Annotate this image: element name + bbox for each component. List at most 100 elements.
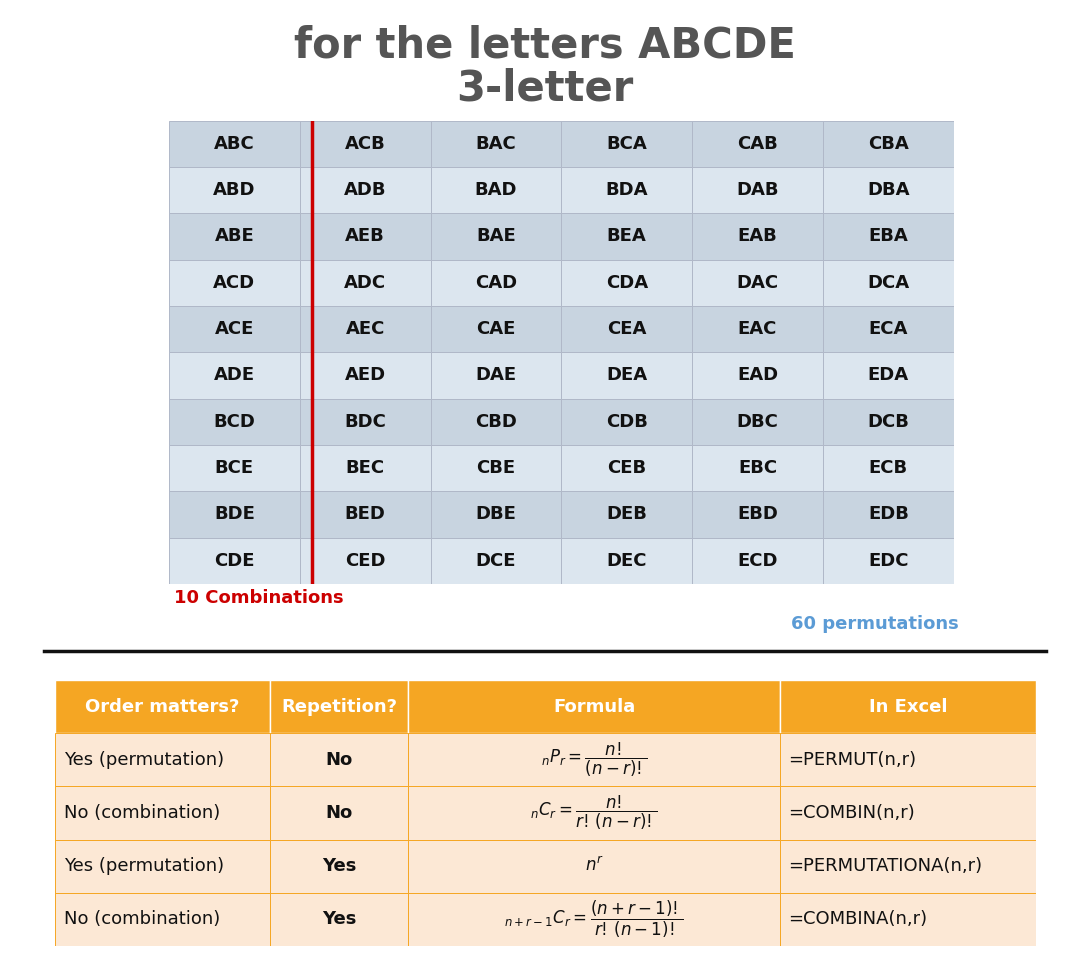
Text: ABE: ABE xyxy=(215,228,254,245)
Text: ADC: ADC xyxy=(344,274,386,291)
Bar xyxy=(823,538,954,584)
Bar xyxy=(169,306,300,352)
Text: Yes (permutation): Yes (permutation) xyxy=(64,751,225,769)
Text: EBC: EBC xyxy=(738,459,777,477)
Bar xyxy=(300,306,431,352)
Text: Yes: Yes xyxy=(322,857,356,875)
Bar xyxy=(692,213,823,260)
Bar xyxy=(54,786,270,840)
Text: DAB: DAB xyxy=(737,181,778,199)
Text: Yes (permutation): Yes (permutation) xyxy=(64,857,225,875)
Bar xyxy=(300,491,431,538)
Bar xyxy=(270,786,408,840)
Bar xyxy=(823,213,954,260)
Bar xyxy=(169,399,300,445)
Bar xyxy=(823,306,954,352)
Bar xyxy=(157,117,312,588)
Bar xyxy=(169,491,300,538)
Text: EBD: EBD xyxy=(737,506,778,523)
Text: EAC: EAC xyxy=(738,320,777,338)
Text: ABC: ABC xyxy=(214,135,255,152)
Text: BDA: BDA xyxy=(606,181,647,199)
Bar xyxy=(408,840,780,893)
Text: ADE: ADE xyxy=(214,367,255,384)
Text: ECB: ECB xyxy=(869,459,908,477)
Text: =COMBINA(n,r): =COMBINA(n,r) xyxy=(788,910,928,928)
Text: BDC: BDC xyxy=(344,413,386,430)
Text: ADB: ADB xyxy=(344,181,386,199)
Bar xyxy=(54,680,270,733)
Text: ABD: ABD xyxy=(214,181,255,199)
Text: EDA: EDA xyxy=(868,367,909,384)
Bar xyxy=(270,840,408,893)
Bar xyxy=(169,121,300,167)
Bar xyxy=(431,213,561,260)
Bar xyxy=(300,260,431,306)
Bar xyxy=(408,733,780,786)
Bar xyxy=(431,445,561,491)
Bar xyxy=(169,260,300,306)
Bar xyxy=(561,491,692,538)
Bar xyxy=(54,893,270,946)
Bar xyxy=(692,167,823,213)
Text: 3-letter: 3-letter xyxy=(457,68,633,110)
Text: =COMBIN(n,r): =COMBIN(n,r) xyxy=(788,804,915,822)
Text: CDA: CDA xyxy=(606,274,647,291)
Text: BEA: BEA xyxy=(607,228,646,245)
Bar xyxy=(408,680,780,733)
Text: CBD: CBD xyxy=(475,413,517,430)
Bar xyxy=(300,213,431,260)
Text: AEB: AEB xyxy=(346,228,385,245)
Bar xyxy=(431,352,561,399)
Text: No (combination): No (combination) xyxy=(64,910,220,928)
Bar xyxy=(431,260,561,306)
Text: CEB: CEB xyxy=(607,459,646,477)
Text: CAD: CAD xyxy=(475,274,517,291)
Bar xyxy=(561,445,692,491)
Text: EAB: EAB xyxy=(738,228,777,245)
Bar xyxy=(270,893,408,946)
Bar xyxy=(54,840,270,893)
Bar xyxy=(823,445,954,491)
Text: BCE: BCE xyxy=(215,459,254,477)
Text: EBA: EBA xyxy=(869,228,908,245)
Bar xyxy=(169,445,300,491)
Bar xyxy=(780,680,1036,733)
Text: CBA: CBA xyxy=(868,135,909,152)
Text: No: No xyxy=(325,751,352,769)
Bar xyxy=(561,167,692,213)
Text: DCE: DCE xyxy=(475,552,517,569)
Text: BED: BED xyxy=(344,506,386,523)
Bar xyxy=(169,352,300,399)
Bar xyxy=(692,260,823,306)
Text: DAE: DAE xyxy=(475,367,517,384)
Bar xyxy=(169,538,300,584)
Bar xyxy=(300,445,431,491)
Text: DBE: DBE xyxy=(475,506,517,523)
Bar xyxy=(692,306,823,352)
Text: ECA: ECA xyxy=(869,320,908,338)
Text: =PERMUT(n,r): =PERMUT(n,r) xyxy=(788,751,917,769)
Text: CEA: CEA xyxy=(607,320,646,338)
Text: BCD: BCD xyxy=(214,413,255,430)
Text: BAD: BAD xyxy=(475,181,517,199)
Text: Order matters?: Order matters? xyxy=(85,698,240,716)
Text: No: No xyxy=(325,804,352,822)
Text: for the letters ABCDE: for the letters ABCDE xyxy=(294,24,796,67)
Text: AED: AED xyxy=(344,367,386,384)
Text: DEB: DEB xyxy=(606,506,647,523)
Text: CDB: CDB xyxy=(606,413,647,430)
Text: In Excel: In Excel xyxy=(869,698,947,716)
Bar xyxy=(408,786,780,840)
Bar xyxy=(823,399,954,445)
Text: BCA: BCA xyxy=(606,135,647,152)
Bar xyxy=(692,399,823,445)
Bar xyxy=(780,840,1036,893)
Bar xyxy=(169,167,300,213)
Bar xyxy=(561,260,692,306)
Bar xyxy=(561,352,692,399)
Text: CAE: CAE xyxy=(476,320,516,338)
Text: BAC: BAC xyxy=(475,135,517,152)
Text: DEA: DEA xyxy=(606,367,647,384)
Text: CBE: CBE xyxy=(476,459,516,477)
